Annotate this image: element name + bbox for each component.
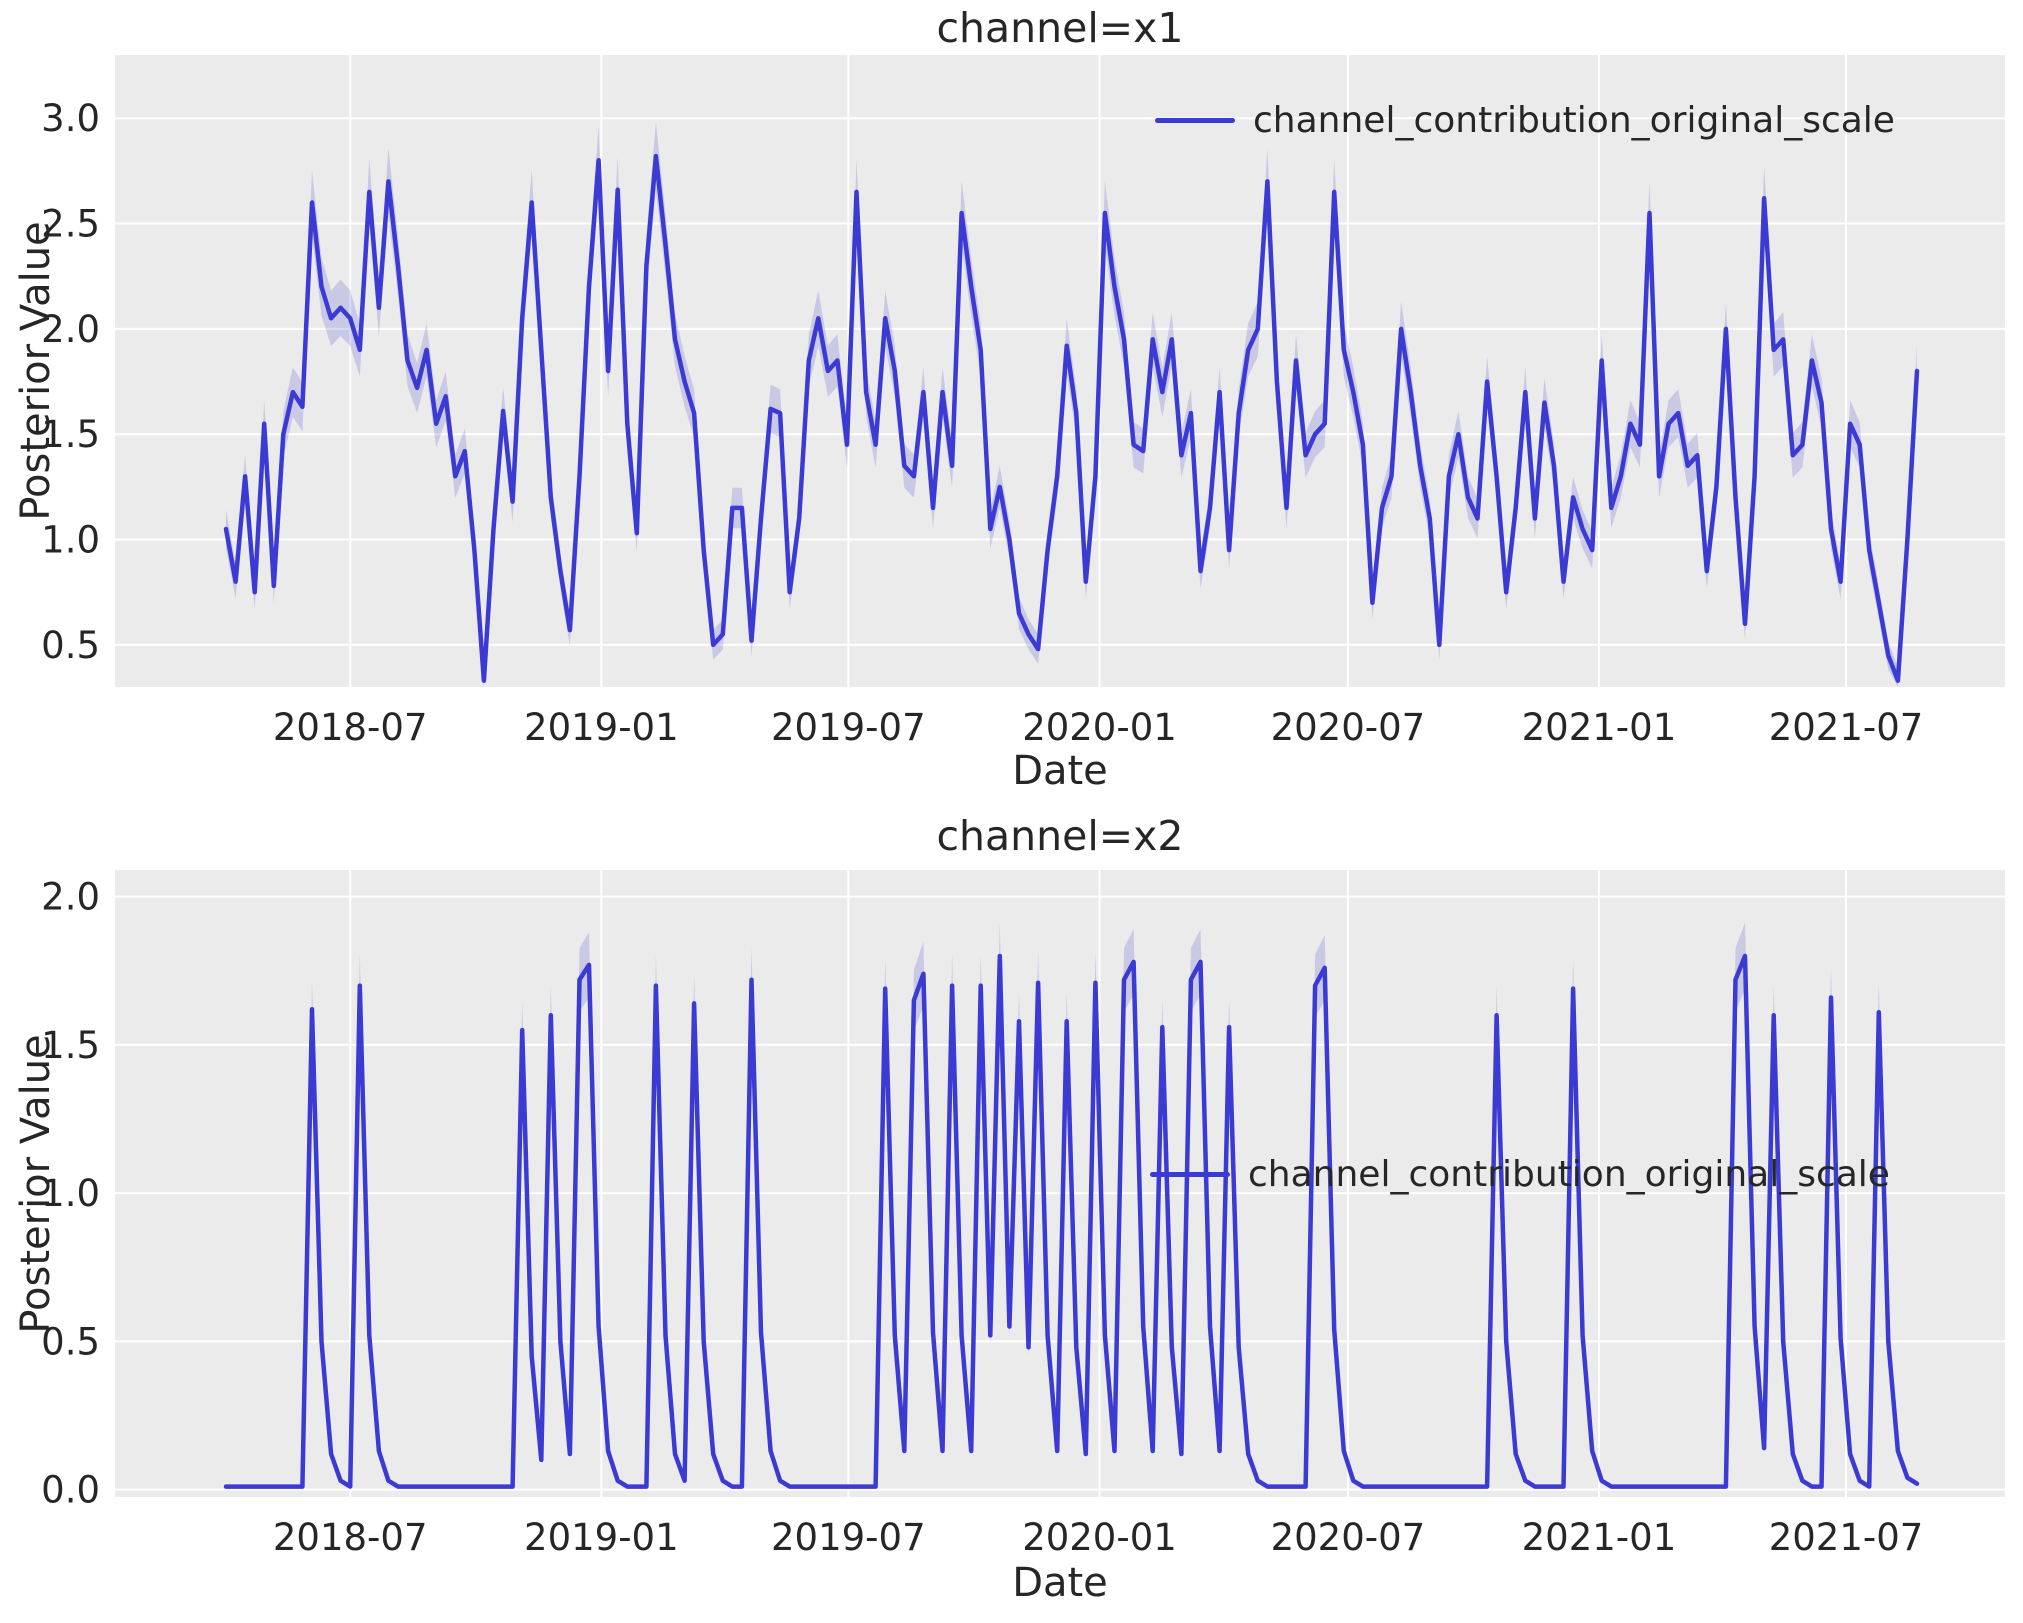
chart-title-x2: channel=x2 bbox=[936, 812, 1184, 860]
x-axis-label-x1: Date bbox=[1012, 748, 1108, 794]
x2-line bbox=[223, 953, 1920, 1489]
x-tick-label: 2020-01 bbox=[1022, 1516, 1177, 1559]
x-tick-label: 2019-07 bbox=[771, 706, 926, 749]
x-tick-label: 2021-07 bbox=[1769, 706, 1924, 749]
chart-title-x1: channel=x1 bbox=[936, 4, 1184, 52]
y-tick-label: 2.0 bbox=[41, 876, 100, 919]
x-tick-label: 2018-07 bbox=[273, 706, 428, 749]
x-tick-label: 2020-07 bbox=[1271, 706, 1426, 749]
y-tick-label: 1.5 bbox=[41, 413, 100, 456]
x-tick-label: 2021-01 bbox=[1522, 1516, 1677, 1559]
y-tick-label: 1.0 bbox=[41, 519, 100, 562]
legend-line-swatch-icon bbox=[1155, 118, 1235, 123]
legend-label-x1: channel_contribution_original_scale bbox=[1253, 100, 1895, 141]
y-tick-label: 0.0 bbox=[41, 1469, 100, 1512]
x-tick-label: 2020-01 bbox=[1022, 706, 1177, 749]
y-axis-label-x2: Posterior Value bbox=[13, 1034, 59, 1334]
y-tick-label: 0.5 bbox=[41, 1320, 100, 1363]
legend-x1: channel_contribution_original_scale bbox=[1155, 100, 1895, 141]
x-tick-label: 2021-07 bbox=[1769, 1516, 1924, 1559]
x1-line bbox=[223, 153, 1920, 683]
x-tick-label: 2018-07 bbox=[273, 1516, 428, 1559]
x-tick-label: 2019-01 bbox=[524, 1516, 679, 1559]
x-axis-label-x2: Date bbox=[1012, 1560, 1108, 1606]
y-tick-label: 1.0 bbox=[41, 1172, 100, 1215]
y-tick-label: 2.0 bbox=[41, 308, 100, 351]
legend-line-swatch-icon bbox=[1150, 1172, 1230, 1177]
y-tick-label: 3.0 bbox=[41, 97, 100, 140]
y-tick-label: 0.5 bbox=[41, 624, 100, 667]
legend-label-x2: channel_contribution_original_scale bbox=[1248, 1154, 1890, 1195]
x-tick-label: 2021-01 bbox=[1522, 706, 1677, 749]
x-tick-label: 2020-07 bbox=[1271, 1516, 1426, 1559]
y-axis-label-x1: Posterior Value bbox=[13, 221, 59, 521]
legend-x2: channel_contribution_original_scale bbox=[1150, 1154, 1890, 1195]
x-tick-label: 2019-01 bbox=[524, 706, 679, 749]
y-tick-label: 1.5 bbox=[41, 1024, 100, 1067]
x-tick-label: 2019-07 bbox=[771, 1516, 926, 1559]
y-tick-label: 2.5 bbox=[41, 203, 100, 246]
